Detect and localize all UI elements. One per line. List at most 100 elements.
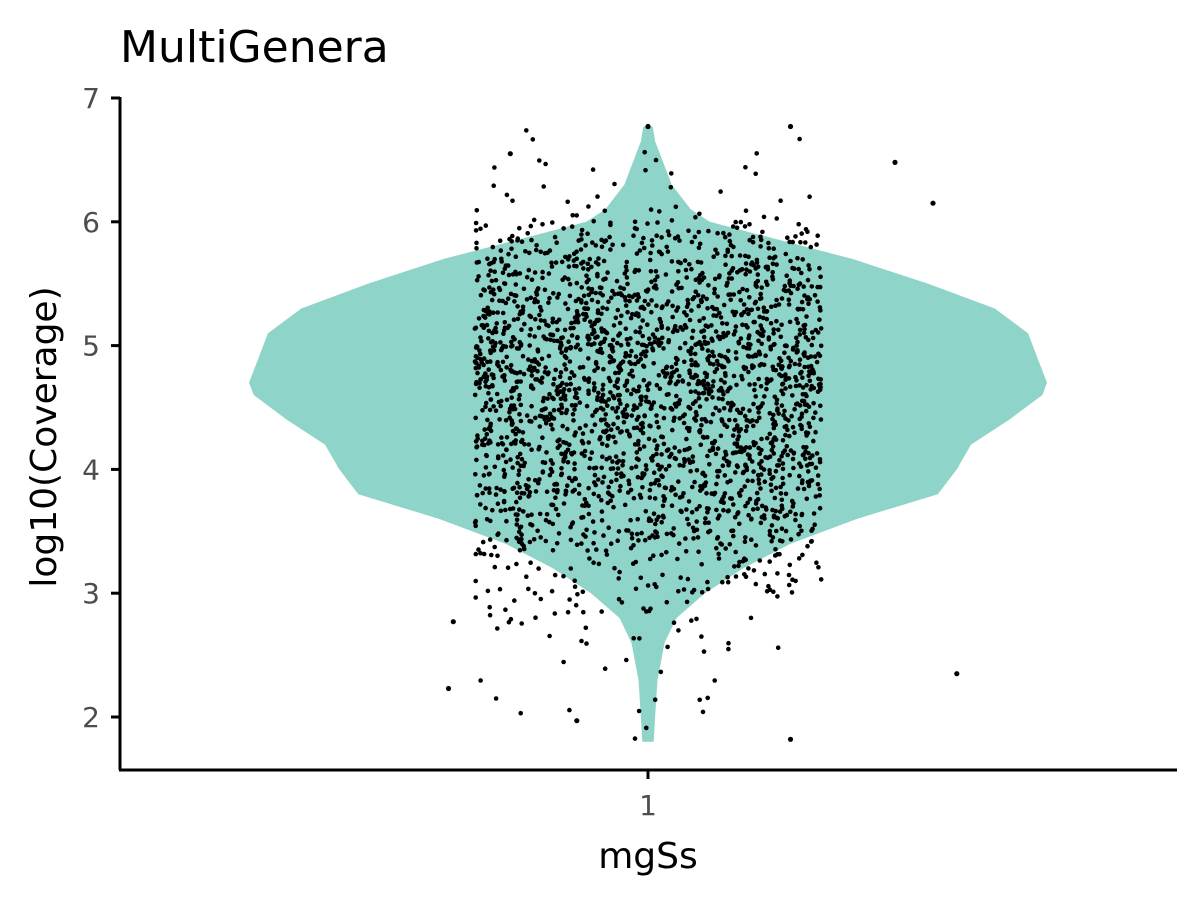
data-point xyxy=(626,342,631,347)
data-point xyxy=(613,440,618,445)
data-point xyxy=(724,283,729,288)
data-point xyxy=(757,405,762,411)
data-point xyxy=(517,495,523,501)
data-point xyxy=(597,437,602,442)
data-point xyxy=(749,262,754,267)
data-point xyxy=(543,365,548,370)
data-point xyxy=(653,521,658,527)
data-point xyxy=(474,492,480,498)
data-point xyxy=(806,337,811,343)
data-point xyxy=(720,321,725,326)
data-point xyxy=(750,234,756,240)
data-point xyxy=(673,361,679,367)
data-point xyxy=(534,243,539,248)
data-point xyxy=(539,414,544,419)
data-point xyxy=(743,261,749,266)
data-point xyxy=(814,242,819,247)
data-point xyxy=(521,509,526,514)
data-point xyxy=(548,337,553,343)
data-point xyxy=(651,285,657,290)
data-point xyxy=(624,268,629,273)
data-point xyxy=(806,373,811,379)
data-point xyxy=(759,285,764,290)
data-point xyxy=(615,307,621,313)
data-point xyxy=(632,225,638,231)
data-point xyxy=(479,360,485,365)
data-point xyxy=(714,358,720,364)
data-point xyxy=(648,269,654,274)
data-point xyxy=(731,292,737,297)
data-point xyxy=(715,474,721,479)
data-point xyxy=(756,410,761,415)
data-point xyxy=(515,304,520,309)
data-point xyxy=(712,276,718,282)
data-point xyxy=(488,268,493,274)
data-point xyxy=(786,297,792,303)
data-point xyxy=(520,304,526,310)
data-point xyxy=(647,495,653,500)
data-point xyxy=(519,239,525,244)
data-point xyxy=(628,517,633,523)
data-point xyxy=(812,293,818,298)
data-point xyxy=(590,240,595,245)
data-point xyxy=(654,413,659,418)
data-point xyxy=(743,365,749,371)
data-point xyxy=(617,488,622,494)
data-point xyxy=(571,373,577,378)
data-point xyxy=(667,380,672,386)
data-point xyxy=(481,356,487,361)
data-point xyxy=(656,337,661,343)
data-point xyxy=(742,413,748,419)
data-point xyxy=(779,373,784,379)
data-point xyxy=(711,379,716,384)
data-point xyxy=(728,242,734,248)
data-point xyxy=(793,578,798,584)
data-point xyxy=(789,413,794,419)
data-point xyxy=(686,522,691,527)
data-point xyxy=(705,306,710,311)
data-point xyxy=(496,399,502,405)
data-point xyxy=(753,441,758,446)
data-point xyxy=(575,342,580,348)
data-point xyxy=(517,507,522,512)
data-point xyxy=(591,381,597,386)
data-point xyxy=(743,574,749,580)
data-point xyxy=(513,426,519,431)
data-point xyxy=(795,320,801,326)
data-point xyxy=(588,319,593,325)
data-point xyxy=(689,357,694,363)
data-point xyxy=(628,391,634,397)
data-point xyxy=(710,338,715,344)
data-point xyxy=(514,499,519,505)
data-point xyxy=(592,530,597,535)
data-point xyxy=(764,376,770,382)
data-point xyxy=(757,558,763,563)
data-point xyxy=(545,371,551,377)
data-point xyxy=(763,279,769,285)
data-point xyxy=(583,423,588,428)
data-point xyxy=(557,437,562,443)
data-point xyxy=(755,264,761,270)
data-point xyxy=(537,312,542,318)
data-point xyxy=(559,259,565,265)
data-point xyxy=(492,464,498,470)
data-point xyxy=(595,310,601,316)
data-point xyxy=(566,387,572,393)
data-point xyxy=(532,270,538,275)
data-point xyxy=(508,362,514,368)
data-point xyxy=(497,586,503,592)
data-point xyxy=(550,316,556,322)
data-point xyxy=(554,240,559,245)
data-point xyxy=(490,383,495,388)
data-point xyxy=(578,347,583,352)
data-point xyxy=(770,261,776,267)
data-point xyxy=(801,323,806,328)
data-point xyxy=(699,590,705,595)
data-point xyxy=(651,553,656,558)
data-point xyxy=(503,507,508,513)
data-point xyxy=(746,369,751,375)
data-point xyxy=(652,277,658,283)
data-point xyxy=(617,366,623,371)
y-tick-label: 3 xyxy=(82,577,100,610)
data-point xyxy=(605,500,611,506)
